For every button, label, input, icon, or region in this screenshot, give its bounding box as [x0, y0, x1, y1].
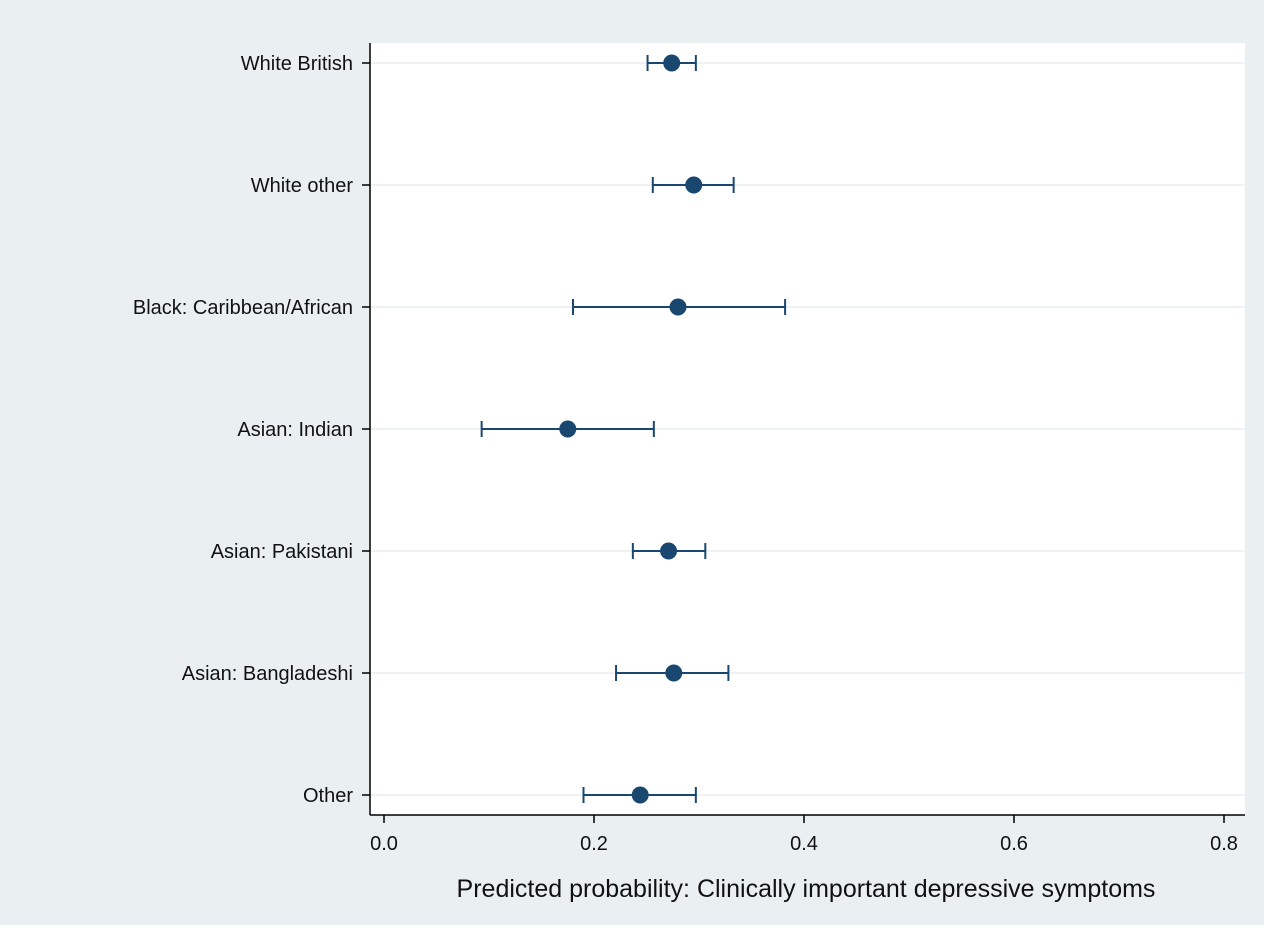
- point-estimate: [663, 54, 681, 72]
- x-tick-label: 0.6: [1000, 833, 1028, 855]
- category-label: Asian: Bangladeshi: [182, 663, 353, 685]
- category-label: White British: [241, 53, 353, 75]
- x-tick-label: 0.4: [790, 833, 818, 855]
- point-estimate: [685, 176, 703, 194]
- point-estimate: [631, 786, 649, 804]
- x-axis-title: Predicted probability: Clinically import…: [457, 875, 1156, 903]
- category-label: Asian: Pakistani: [211, 541, 353, 563]
- x-axis-ticks: 0.0 0.2 0.4 0.6 0.8: [370, 815, 1238, 855]
- category-label: Black: Caribbean/African: [133, 297, 353, 319]
- point-estimate: [669, 298, 687, 316]
- point-estimate: [665, 664, 683, 682]
- x-tick-label: 0.0: [370, 833, 398, 855]
- category-label: Asian: Indian: [237, 419, 353, 441]
- gridlines: [370, 62, 1245, 796]
- x-tick-label: 0.8: [1210, 833, 1238, 855]
- x-tick-label: 0.2: [580, 833, 608, 855]
- category-label: Other: [303, 785, 353, 807]
- point-estimate: [559, 420, 577, 438]
- category-label: White other: [251, 175, 354, 197]
- category-axis: White British White other Black: Caribbean…: [133, 53, 370, 807]
- estimate-series: [480, 54, 787, 804]
- point-estimate: [660, 542, 678, 560]
